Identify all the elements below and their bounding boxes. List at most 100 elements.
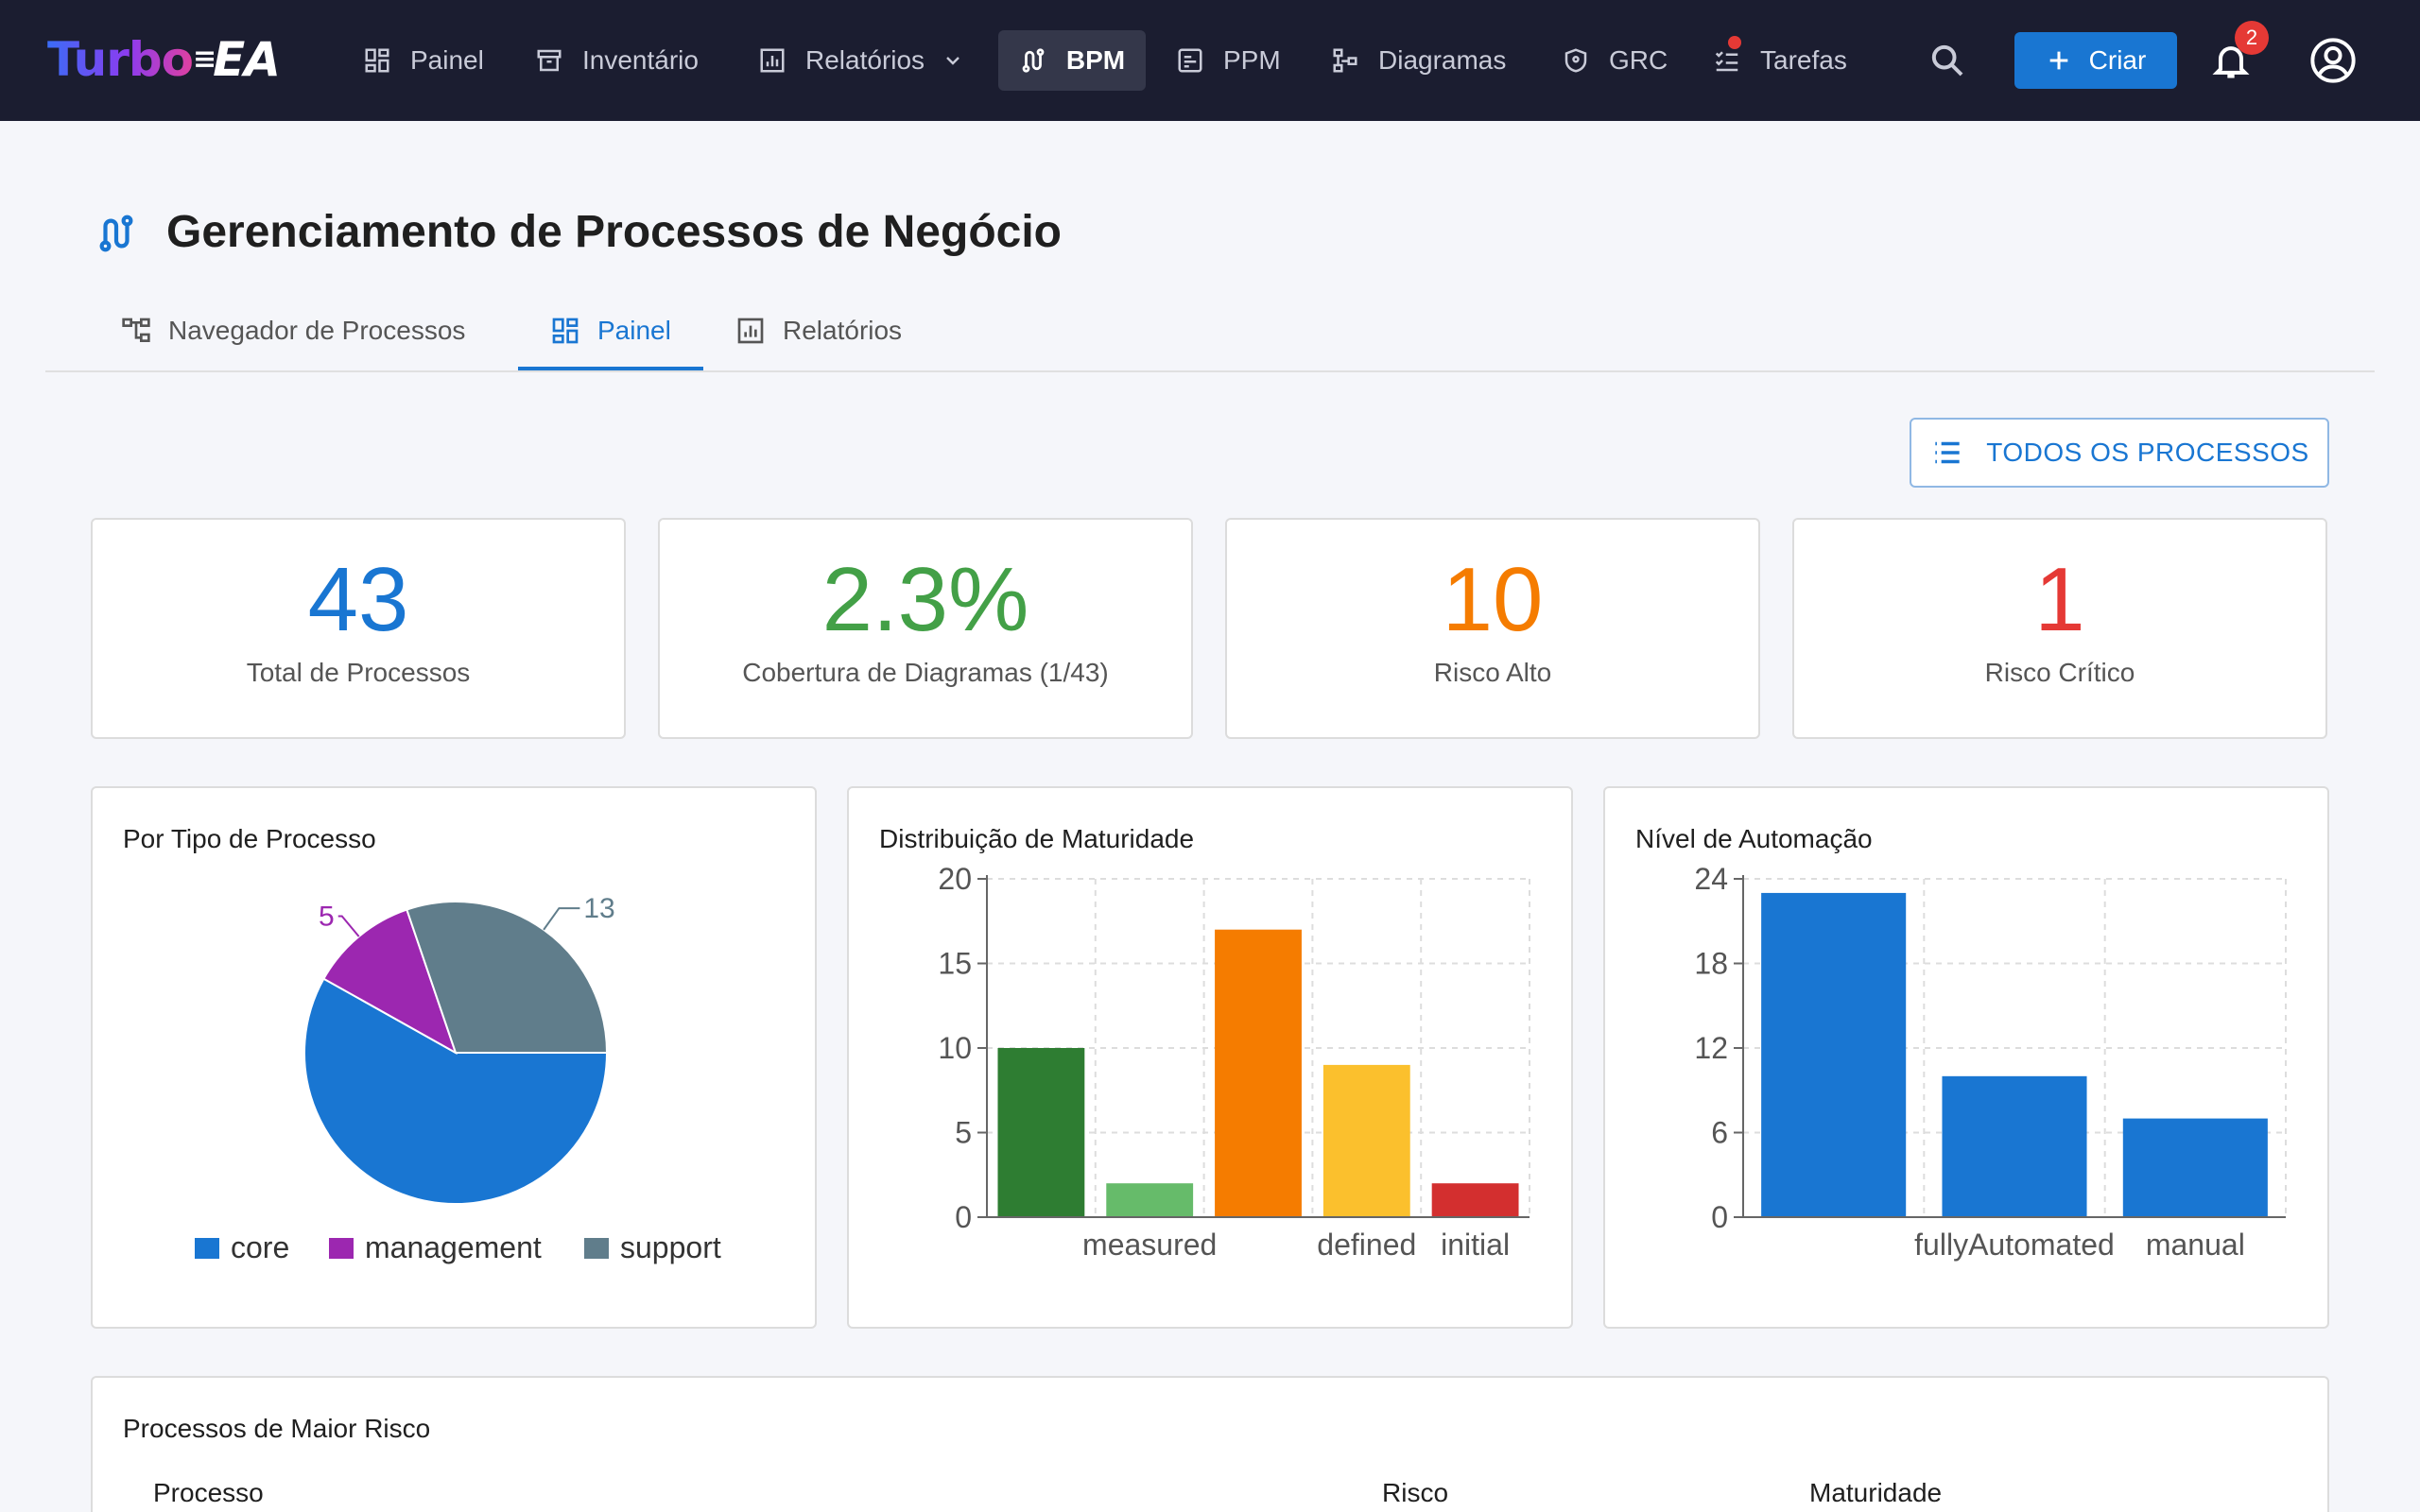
project-icon — [1178, 48, 1202, 73]
nav-item-grc[interactable]: GRC — [1550, 30, 1679, 91]
pie-data-label: 5 — [319, 901, 335, 932]
bar-managed — [1215, 929, 1302, 1217]
y-tick-label: 10 — [938, 1031, 972, 1065]
kpi-high-risk: 10 Risco Alto — [1225, 518, 1760, 739]
bar-partiallyAutomated — [1761, 892, 1907, 1217]
top-navigation-bar: Turbo≡EA Painel Inventário Relatórios BP… — [0, 0, 2420, 121]
legend-swatch-management — [329, 1238, 354, 1259]
nav-item-ppm[interactable]: PPM — [1165, 30, 1292, 91]
nav-item-label: GRC — [1609, 45, 1668, 75]
active-tab-indicator — [518, 367, 703, 371]
maturity-card: Distribuição de Maturidade 0 5 10 15 20 measu… — [847, 786, 1573, 1329]
bar-measured — [1106, 1183, 1194, 1217]
bar-initial — [1431, 1183, 1519, 1217]
x-tick-label: measured — [1082, 1228, 1217, 1262]
kpi-label: Risco Crítico — [1984, 658, 2135, 687]
x-tick-label: manual — [2146, 1228, 2245, 1262]
kpi-value: 10 — [1442, 549, 1544, 650]
nav-item-label: Tarefas — [1760, 45, 1847, 75]
tab-process-navigator[interactable]: Navegador de Processos — [121, 291, 465, 370]
automation-card: Nível de Automação 0 6 12 18 24 fullyAutomate… — [1603, 786, 2329, 1329]
nav-item-label: Relatórios — [805, 45, 925, 75]
legend-label-management: management — [365, 1230, 542, 1264]
diagram-icon — [1333, 48, 1357, 73]
bar-defined — [1322, 1064, 1410, 1217]
y-tick-label: 0 — [955, 1200, 972, 1234]
shield-icon — [1564, 48, 1587, 73]
tasks-notification-dot — [1728, 36, 1741, 49]
card-title: Nível de Automação — [1635, 824, 1873, 853]
archive-icon — [537, 49, 562, 72]
legend-label-core: core — [231, 1230, 289, 1264]
nav-item-inventario[interactable]: Inventário — [524, 30, 710, 91]
y-tick-label: 20 — [938, 862, 972, 896]
create-button[interactable]: Criar — [2014, 32, 2177, 89]
report-icon — [737, 318, 764, 344]
column-header-risk[interactable]: Risco — [1382, 1478, 1449, 1507]
bar-fullyAutomated — [1942, 1075, 2087, 1217]
tab-painel[interactable]: Painel — [550, 291, 671, 370]
nav-item-tarefas[interactable]: Tarefas — [1702, 30, 1858, 91]
pie-slice-management — [322, 908, 458, 1056]
process-type-card: Por Tipo de Processo 5 13 core management su… — [91, 786, 817, 1329]
all-processes-button[interactable]: TODOS OS PROCESSOS — [1910, 418, 2329, 488]
y-tick-label: 24 — [1694, 862, 1728, 896]
table-title: Processos de Maior Risco — [123, 1414, 431, 1443]
list-icon — [1935, 441, 1960, 464]
y-tick-label: 15 — [938, 947, 972, 981]
nav-item-label: BPM — [1065, 45, 1126, 75]
logo-turbo-text: Turbo — [47, 32, 194, 87]
tab-label: Navegador de Processos — [168, 316, 466, 345]
nav-item-label: PPM — [1223, 45, 1281, 75]
legend-swatch-support — [584, 1238, 609, 1259]
report-icon — [760, 48, 785, 73]
tab-label: Relatórios — [783, 316, 903, 345]
kpi-label: Risco Alto — [1433, 658, 1552, 687]
kpi-value: 2.3% — [821, 549, 1029, 650]
x-tick-label: initial — [1441, 1228, 1510, 1262]
top-risk-processes-card: Processos de Maior Risco Processo Risco … — [91, 1376, 2329, 1512]
dashboard-icon — [552, 318, 579, 344]
column-header-process[interactable]: Processo — [153, 1478, 264, 1507]
column-header-maturity[interactable]: Maturidade — [1809, 1478, 1943, 1507]
y-tick-label: 6 — [1711, 1116, 1728, 1150]
notification-badge: 2 — [2235, 21, 2269, 55]
account-icon[interactable] — [2308, 36, 2358, 85]
logo-ea-text: EA — [213, 32, 281, 87]
turbo-ea-logo[interactable]: Turbo≡EA — [47, 32, 281, 87]
maturity-bar-chart: 0 5 10 15 20 measured defined initial — [938, 862, 1530, 1262]
bell-icon[interactable] — [2210, 40, 2252, 81]
hierarchy-icon — [122, 318, 150, 342]
pie-slice-support — [406, 901, 609, 1054]
route-icon — [1022, 48, 1045, 73]
nav-item-diagramas[interactable]: Diagramas — [1320, 30, 1517, 91]
create-button-label: Criar — [2088, 45, 2147, 75]
kpi-label: Total de Processos — [246, 658, 471, 687]
page-title: Gerenciamento de Processos de Negócio — [166, 207, 1062, 257]
chevron-down-icon — [946, 57, 959, 65]
pie-data-label: 13 — [583, 893, 614, 924]
bar-optimized — [997, 1048, 1085, 1217]
checklist-icon — [1715, 51, 1738, 72]
bpm-route-icon — [99, 215, 133, 252]
x-tick-label: defined — [1317, 1228, 1416, 1262]
kpi-label: Cobertura de Diagramas (1/43) — [742, 658, 1109, 687]
y-tick-label: 5 — [955, 1116, 972, 1150]
nav-item-label: Painel — [410, 45, 484, 75]
plus-icon — [2049, 51, 2067, 70]
bar-manual — [2122, 1118, 2268, 1217]
tab-relatorios[interactable]: Relatórios — [735, 291, 902, 370]
nav-item-bpm[interactable]: BPM — [998, 30, 1146, 91]
nav-item-label: Inventário — [582, 45, 699, 75]
y-tick-label: 18 — [1694, 947, 1728, 981]
tabs-divider — [45, 370, 2375, 372]
nav-item-relatorios[interactable]: Relatórios — [747, 30, 976, 91]
pie-label-line — [543, 907, 580, 931]
y-tick-label: 0 — [1711, 1200, 1728, 1234]
nav-item-painel[interactable]: Painel — [352, 30, 495, 91]
card-title: Por Tipo de Processo — [123, 824, 376, 853]
automation-bar-chart: 0 6 12 18 24 fullyAutomated manual — [1694, 862, 2287, 1262]
process-type-pie-chart: 5 13 core management support — [195, 893, 721, 1264]
legend-label-support: support — [620, 1230, 721, 1264]
search-icon[interactable] — [1928, 42, 1966, 79]
